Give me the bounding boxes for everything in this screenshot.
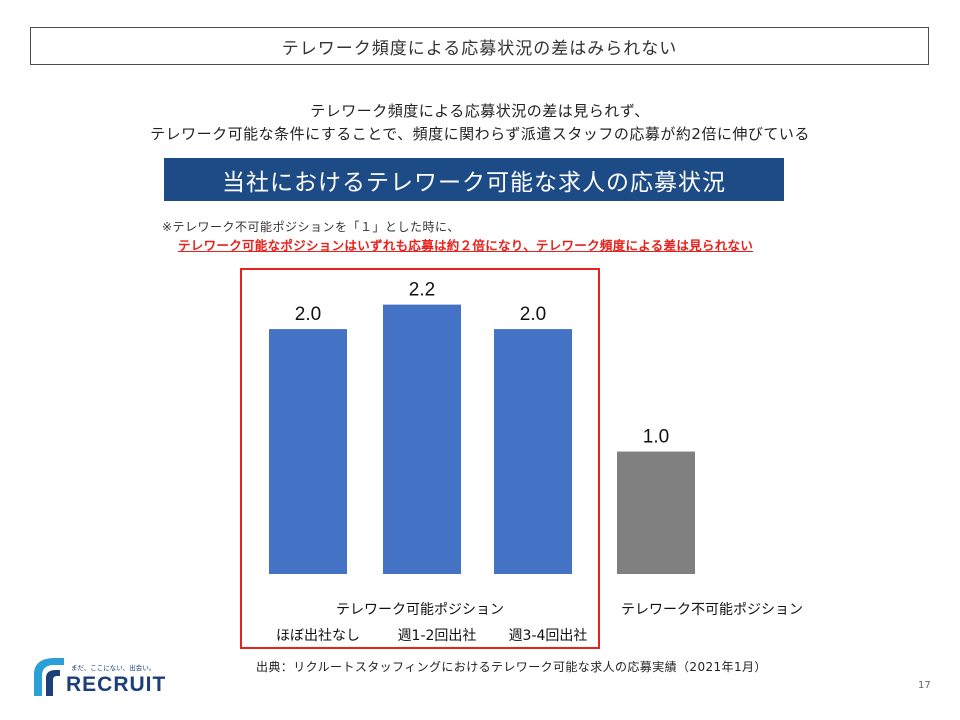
recruit-logo-icon (34, 658, 64, 696)
category-label-2: 週1-2回出社 (398, 628, 477, 644)
bar-2 (383, 304, 461, 574)
data-label-4: 1.0 (643, 427, 669, 448)
chart-banner: 当社におけるテレワーク可能な求人の応募状況 (164, 158, 784, 201)
data-label-1: 2.0 (295, 304, 321, 325)
source-note: 出典：リクルートスタッフィングにおけるテレワーク可能な求人の応募実績（2021年… (256, 660, 767, 674)
summary-line-2: テレワーク可能な条件にすることで、頻度に関わらず派遣スタッフの応募が約2倍に伸び… (150, 125, 810, 143)
slide-title: テレワーク頻度による応募状況の差はみられない (30, 27, 929, 65)
category-label-3: 週3-4回出社 (509, 628, 588, 644)
logo-wordmark: RECRUIT (66, 673, 167, 696)
bar-3 (494, 329, 572, 574)
logo-tagline: まだ、ここにない、出会い。 (71, 664, 156, 672)
chart-note: ※テレワーク不可能ポジションを「１」とした時に、 (162, 220, 460, 234)
group-label-1: テレワーク可能ポジション (336, 602, 504, 618)
bar-1 (269, 329, 347, 574)
bar-4 (617, 451, 695, 574)
data-label-3: 2.0 (520, 304, 546, 325)
chart-note-highlight: テレワーク可能なポジションはいずれも応募は約２倍になり、テレワーク頻度による差は… (178, 238, 754, 253)
summary-line-1: テレワーク頻度による応募状況の差は見られず、 (310, 102, 650, 120)
category-label-4: テレワーク不可能ポジション (621, 602, 803, 618)
category-label-1: ほぼ出社なし (276, 628, 360, 644)
data-label-2: 2.2 (409, 280, 435, 301)
summary-text: テレワーク頻度による応募状況の差は見られず、 テレワーク可能な条件にすることで、… (0, 100, 960, 146)
highlight-box (240, 268, 600, 649)
page-number: 17 (918, 680, 931, 691)
